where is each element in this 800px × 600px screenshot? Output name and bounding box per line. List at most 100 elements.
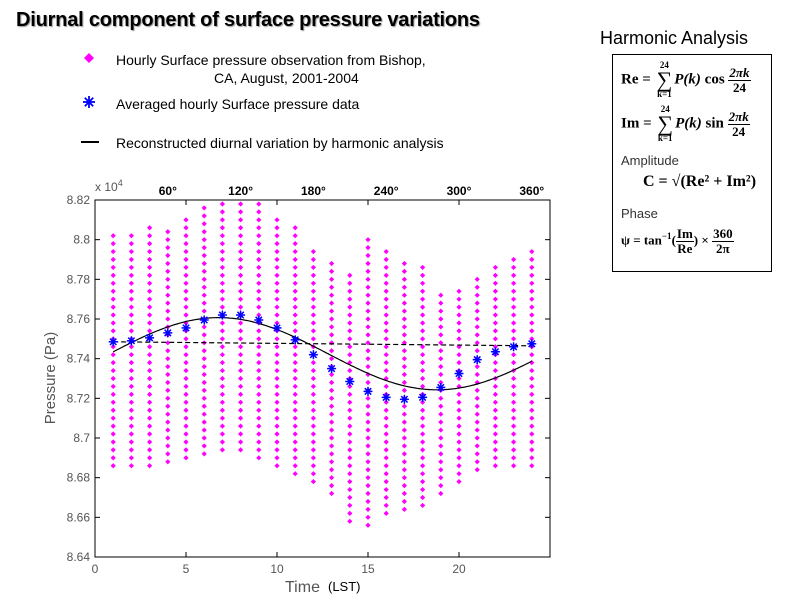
observation-point [256,344,262,350]
observation-point [183,225,189,231]
observation-point [128,360,134,366]
observation-point [238,209,244,215]
averaged-points [108,310,537,404]
observation-point [110,233,116,239]
observation-point [110,431,116,437]
observation-point [401,276,407,282]
observation-point [292,312,298,318]
observation-point [147,423,153,429]
observation-point [292,280,298,286]
observation-point [365,467,371,473]
observation-point [383,288,389,294]
observation-point [329,475,335,481]
observation-point [219,375,225,382]
observation-point [492,423,498,429]
observation-point [511,352,517,358]
observation-point [438,490,444,497]
averaged-point [163,328,173,338]
observation-point [438,379,444,386]
y-tick-label: 8.8 [73,233,90,247]
x-axis-title-suffix: (LST) [328,579,361,594]
observation-point [274,233,280,239]
observation-point [347,407,353,413]
observation-point [238,415,244,421]
observation-point [292,407,298,413]
observation-point [347,367,353,374]
x-axis-title: Time [285,579,320,596]
averaged-point [527,339,537,349]
observation-point [183,336,189,342]
observation-point [274,344,280,350]
observation-point [183,217,189,223]
observation-point [492,367,498,374]
observation-point [401,498,407,505]
observation-point [219,256,225,263]
observation-point [274,312,280,318]
observation-point [347,494,353,501]
observation-point [420,423,426,429]
observation-point [365,348,371,354]
observation-point [310,431,316,437]
observation-point [110,439,116,445]
observation-point [165,284,171,290]
averaged-point [472,355,482,365]
observation-point [511,375,517,382]
observation-point [456,479,462,485]
y-exponent-label: x 104 [95,178,123,194]
observation-point [310,304,316,310]
observation-point [420,264,426,271]
observation-point [438,427,444,433]
observation-point [365,308,371,314]
observation-point [438,483,444,489]
observation-point [347,486,353,493]
observation-point [128,463,134,469]
observation-point [456,447,462,453]
observation-point [165,403,171,409]
observation-point [238,304,244,310]
observation-point [365,292,371,298]
observation-point [492,328,498,334]
observation-point [292,391,298,397]
top-axis-label: 240° [374,184,399,198]
legend-markers [81,53,99,143]
observation-point [165,237,171,243]
observation-point [474,308,480,314]
observation-point [529,367,535,374]
observation-point [310,256,316,263]
observation-point [401,308,407,314]
observation-point [183,455,189,461]
observation-point [383,367,389,374]
observation-point [420,439,426,445]
observation-point [310,288,316,294]
observation-point [310,407,316,413]
observation-point [420,455,426,461]
observation-point [256,217,262,223]
observation-point [201,308,207,314]
observation-point [238,288,244,294]
observation-point [256,288,262,294]
observation-point [365,490,371,497]
observation-point [401,292,407,298]
observation-point [256,352,262,358]
observation-point [329,300,335,306]
observation-point [383,336,389,342]
observation-point [401,411,407,417]
observation-point [456,391,462,397]
observation-point [165,411,171,417]
observation-point [365,403,371,409]
observation-point [292,463,298,469]
observation-point [110,272,116,278]
observation-point [292,264,298,271]
observation-point [165,316,171,322]
observation-point [219,217,225,223]
observation-point [420,399,426,405]
observation-point [329,419,335,425]
observation-point [329,324,335,330]
observation-point [329,276,335,282]
observation-point [365,483,371,489]
observation-point [529,272,535,278]
observation-point [183,264,189,271]
observation-point [128,415,134,421]
observation-point [165,300,171,306]
observation-point [310,423,316,429]
